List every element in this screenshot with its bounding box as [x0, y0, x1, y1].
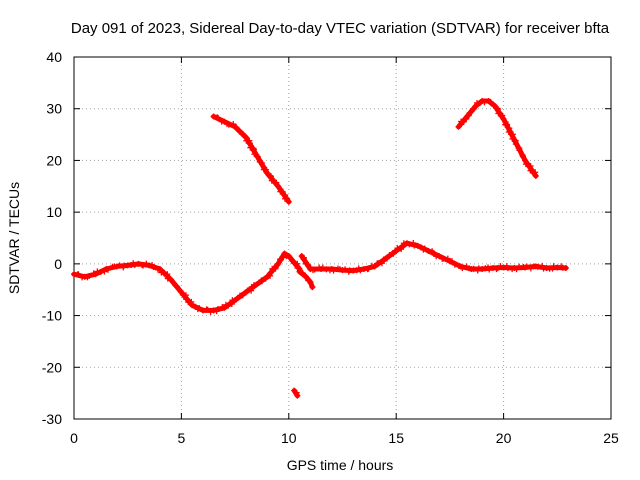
series-stray-drop — [296, 268, 316, 291]
series-post-gap-track — [298, 239, 569, 275]
x-tick-label: 0 — [70, 430, 78, 446]
y-tick-label: -20 — [42, 359, 62, 375]
x-tick-label: 20 — [496, 430, 512, 446]
y-tick-label: 0 — [54, 256, 62, 272]
plot-frame — [73, 56, 612, 420]
y-tick-label: 40 — [46, 49, 62, 65]
x-axis-label: GPS time / hours — [287, 457, 394, 473]
x-tick-label: 10 — [281, 430, 297, 446]
series-outlier — [291, 387, 301, 399]
y-tick-label: 20 — [46, 152, 62, 168]
data-layer — [71, 97, 569, 399]
series-upper-track-2 — [455, 97, 539, 179]
x-tick-label: 5 — [178, 430, 186, 446]
series-main-track — [71, 250, 303, 315]
series-upper-track-1 — [210, 113, 292, 205]
y-tick-label: -10 — [42, 308, 62, 324]
chart-title: Day 091 of 2023, Sidereal Day-to-day VTE… — [71, 20, 610, 37]
tick-layer: 0 5 10 15 20 25 -30 -20 -10 0 10 20 30 40 — [42, 49, 619, 446]
y-tick-label: 10 — [46, 204, 62, 220]
x-tick-label: 25 — [603, 430, 619, 446]
x-tick-label: 15 — [388, 430, 404, 446]
y-tick-label: 30 — [46, 101, 62, 117]
y-tick-label: -30 — [42, 411, 62, 427]
y-axis-label: SDTVAR / TECUs — [6, 182, 22, 294]
